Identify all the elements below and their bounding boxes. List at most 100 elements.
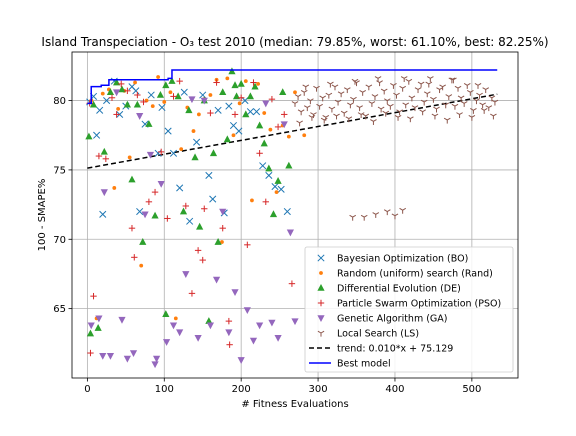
data-point (237, 101, 242, 106)
data-point (362, 113, 370, 120)
data-point (302, 133, 307, 138)
data-point (345, 116, 353, 123)
data-point (280, 121, 288, 129)
data-point (303, 105, 311, 112)
data-point (480, 108, 488, 114)
legend-label: Particle Swarm Optimization (PSO) (337, 299, 501, 310)
data-point (169, 322, 178, 330)
data-point (331, 84, 339, 91)
data-point (488, 95, 496, 102)
data-point (106, 88, 115, 96)
legend-label: Genetic Algorithm (GA) (337, 314, 448, 325)
data-point (207, 109, 214, 117)
data-point (193, 138, 201, 146)
best-model-line (87, 69, 498, 105)
data-point (347, 102, 354, 109)
data-point (186, 217, 194, 225)
data-point (252, 108, 261, 116)
data-point (225, 317, 233, 325)
legend-entry: Best model (309, 359, 391, 370)
data-point (188, 96, 196, 104)
data-point (118, 85, 126, 93)
data-point (406, 116, 414, 123)
legend-entry: Particle Swarm Optimization (PSO) (317, 299, 501, 310)
data-point (383, 98, 391, 105)
data-point (174, 92, 182, 100)
x-tick-label: 400 (385, 384, 404, 395)
data-point (209, 195, 217, 203)
data-point (162, 100, 167, 104)
data-point (316, 103, 323, 110)
data-point (249, 337, 258, 345)
data-point (100, 91, 105, 96)
legend-label: Best model (337, 359, 391, 370)
data-point (231, 81, 239, 89)
data-point (99, 353, 107, 360)
data-point (194, 334, 202, 342)
legend-entry: Bayesian Optimization (BO) (317, 254, 468, 265)
data-point (185, 106, 193, 114)
data-point (281, 111, 288, 118)
data-point (277, 185, 285, 193)
data-point (268, 319, 276, 327)
data-point (387, 103, 394, 110)
series-6 (291, 76, 499, 221)
data-point (225, 102, 233, 110)
data-point (297, 109, 305, 116)
series-5 (87, 89, 299, 369)
data-point (127, 155, 132, 160)
data-point (372, 212, 380, 218)
trend-line (87, 93, 498, 169)
data-point (112, 186, 117, 190)
data-point (128, 175, 136, 183)
data-point (231, 111, 239, 118)
data-point (286, 229, 294, 237)
data-point (219, 88, 227, 96)
legend-label: Local Search (LS) (337, 329, 419, 340)
data-point (108, 94, 116, 101)
data-point (360, 214, 368, 221)
data-point (145, 120, 153, 127)
data-point (351, 78, 359, 85)
data-point (164, 127, 172, 135)
data-point (124, 87, 131, 95)
data-point (285, 161, 293, 169)
data-point (164, 215, 171, 222)
data-point (180, 88, 188, 96)
x-tick-label: 200 (232, 384, 251, 395)
data-point (334, 99, 342, 106)
data-point (382, 110, 390, 117)
data-point (265, 171, 273, 180)
data-point (463, 83, 471, 89)
legend-entry: Genetic Algorithm (GA) (317, 314, 448, 325)
legend: Bayesian Optimization (BO) Random (unifor… (304, 246, 514, 373)
data-point (136, 207, 144, 216)
y-tick-label: 70 (53, 235, 66, 246)
best-model-layer (87, 69, 498, 105)
data-point (89, 100, 98, 108)
data-point (443, 117, 451, 124)
data-point (241, 96, 249, 105)
legend-marker (319, 271, 323, 275)
data-point (454, 85, 462, 92)
data-point (491, 99, 499, 106)
data-point (132, 87, 140, 95)
data-point (474, 83, 482, 89)
legend-entry: Local Search (LS) (317, 329, 419, 340)
data-point (411, 105, 419, 112)
data-point (291, 318, 299, 326)
data-point (250, 79, 257, 86)
data-point (151, 361, 159, 369)
data-point (229, 121, 238, 130)
legend-entry: Random (uniform) search (Rand) (319, 269, 493, 280)
legend-marker (317, 315, 325, 322)
data-point (291, 101, 299, 107)
data-point (350, 96, 357, 103)
data-point (158, 103, 166, 112)
data-point (213, 79, 220, 86)
data-point (408, 95, 416, 102)
data-point (113, 111, 120, 118)
data-point (431, 113, 439, 120)
data-point (100, 147, 108, 155)
data-point (116, 106, 121, 111)
